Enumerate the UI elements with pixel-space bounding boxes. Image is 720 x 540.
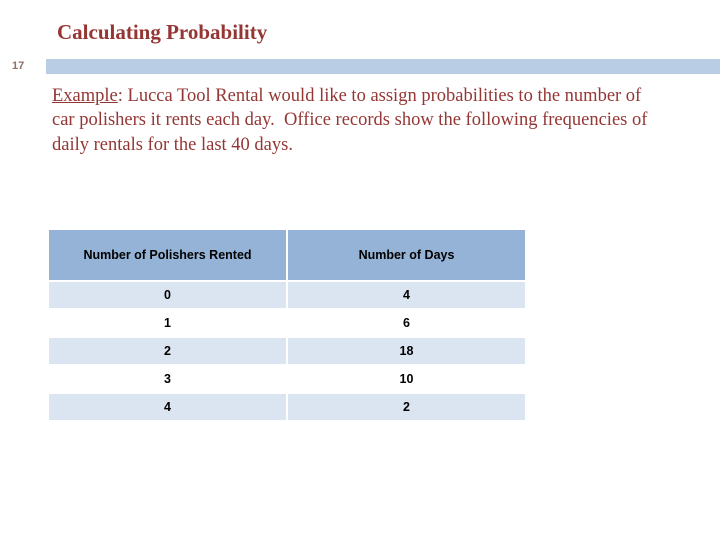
table-cell-days: 10 — [286, 364, 527, 394]
body-paragraph-text: : Lucca Tool Rental would like to assign… — [52, 86, 653, 155]
table-row: 4 2 — [47, 392, 527, 422]
table-header-row: Number of Polishers Rented Number of Day… — [47, 228, 527, 282]
table-header-polishers: Number of Polishers Rented — [47, 228, 288, 282]
example-label: Example — [52, 86, 118, 106]
body-paragraph: Example: Lucca Tool Rental would like to… — [52, 84, 666, 157]
table-row: 2 18 — [47, 336, 527, 366]
frequency-table: Number of Polishers Rented Number of Day… — [47, 228, 527, 422]
table-row: 1 6 — [47, 308, 527, 338]
page-number: 17 — [12, 60, 25, 72]
table-row: 3 10 — [47, 364, 527, 394]
table-cell-days: 18 — [286, 336, 527, 366]
table-cell-polishers: 2 — [47, 336, 288, 366]
table-cell-days: 4 — [286, 280, 527, 310]
table-cell-polishers: 4 — [47, 392, 288, 422]
table-header-days: Number of Days — [286, 228, 527, 282]
table-cell-polishers: 3 — [47, 364, 288, 394]
table-row: 0 4 — [47, 280, 527, 310]
table-cell-days: 2 — [286, 392, 527, 422]
header-accent-bar — [46, 59, 720, 74]
table-cell-polishers: 1 — [47, 308, 288, 338]
table-cell-polishers: 0 — [47, 280, 288, 310]
table-cell-days: 6 — [286, 308, 527, 338]
slide-title: Calculating Probability — [57, 20, 268, 44]
